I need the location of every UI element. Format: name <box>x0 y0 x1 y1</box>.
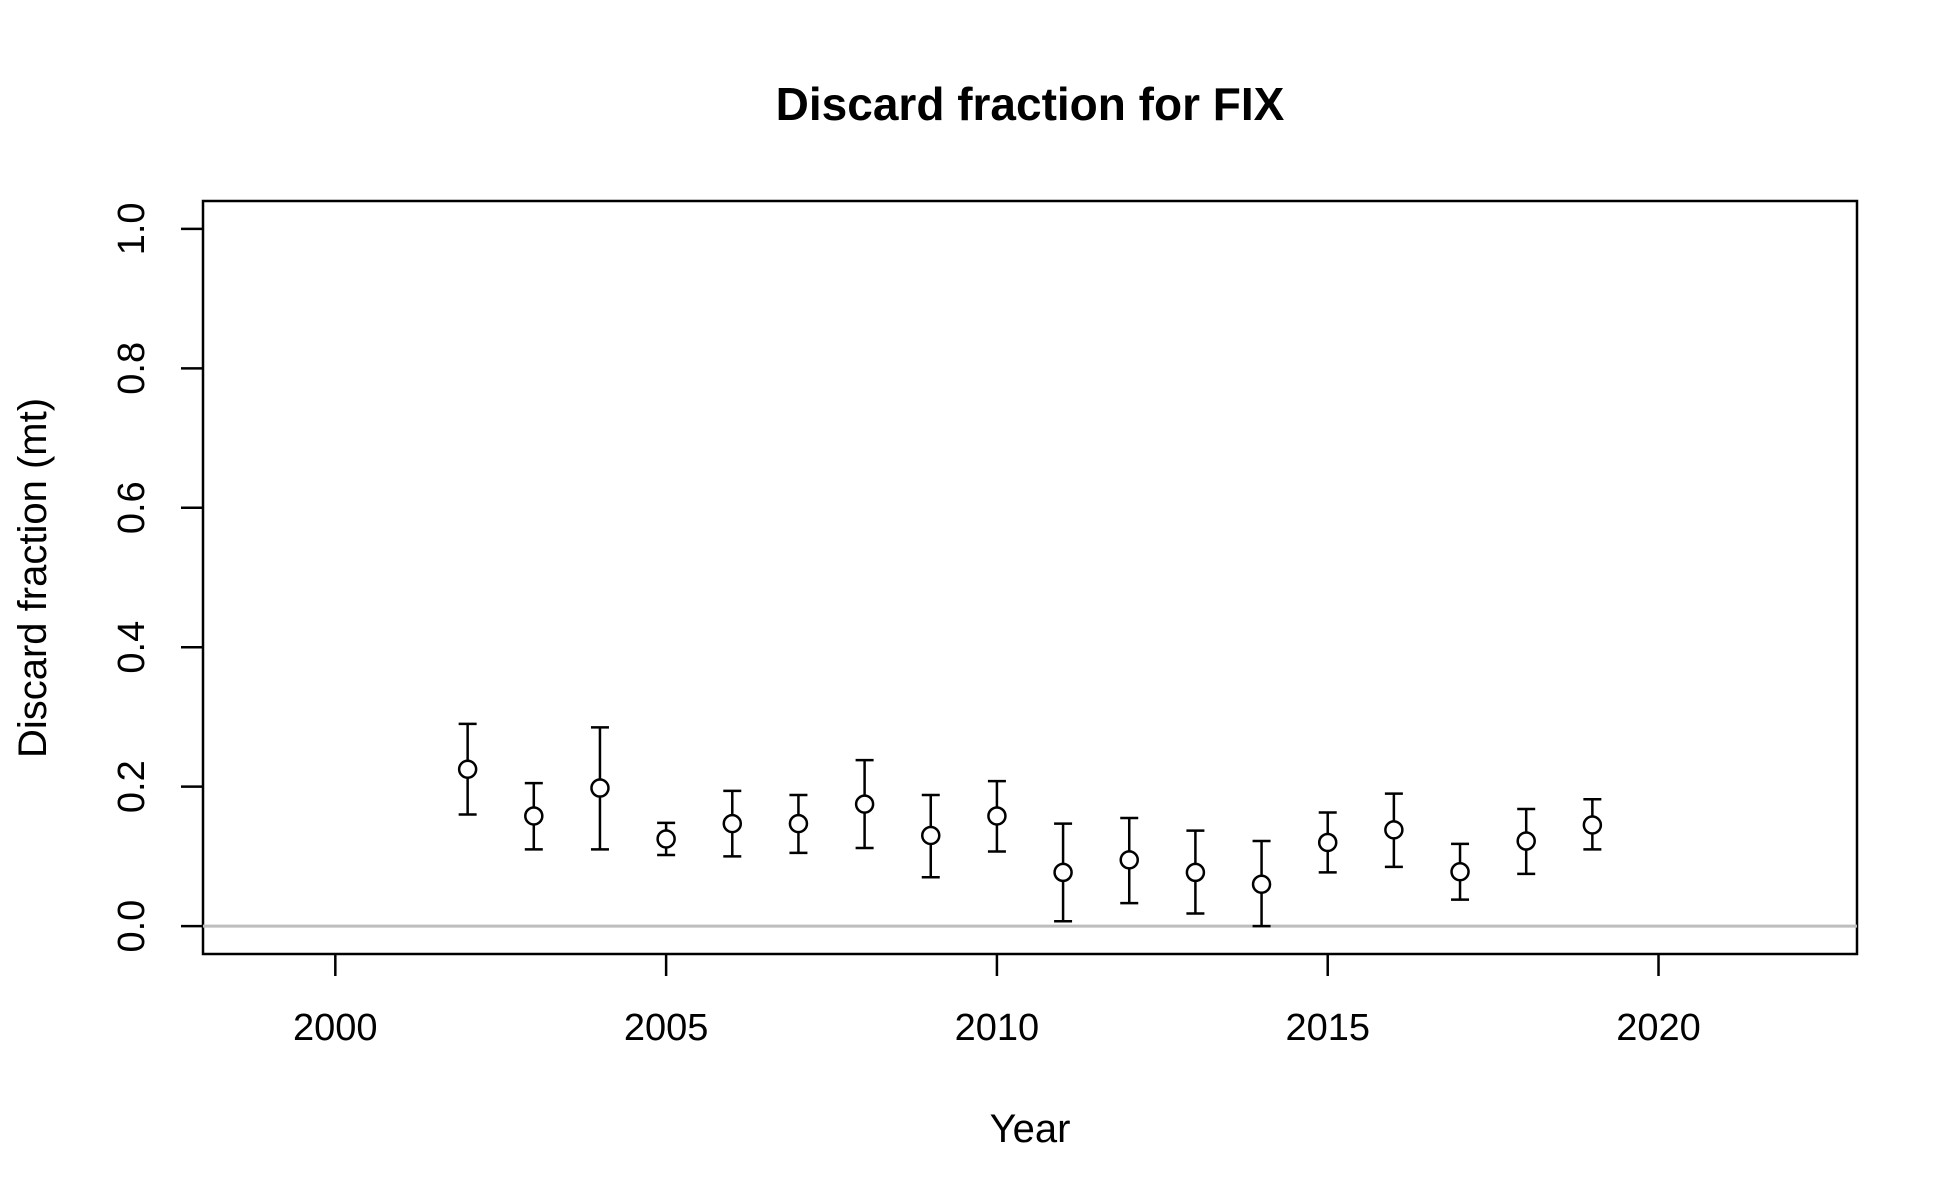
data-point <box>656 829 676 849</box>
x-tick-label: 2000 <box>293 1007 378 1049</box>
data-point <box>1251 874 1272 895</box>
y-tick-label: 1.0 <box>111 202 153 255</box>
data-point <box>1185 862 1206 883</box>
chart-title: Discard fraction for FIX <box>776 78 1285 130</box>
y-tick-label: 0.0 <box>111 900 153 953</box>
data-point <box>1053 862 1073 883</box>
error-bar-point <box>590 726 610 851</box>
x-axis-label: Year <box>990 1107 1071 1151</box>
data-point <box>921 825 941 846</box>
data-point <box>590 778 610 798</box>
error-bar-point <box>987 779 1007 853</box>
error-bar-point <box>524 781 544 851</box>
x-tick-label: 2020 <box>1616 1007 1701 1049</box>
error-bar-point <box>1516 807 1536 876</box>
data-point <box>987 806 1007 826</box>
data-point <box>1582 815 1603 835</box>
data-point <box>722 813 743 834</box>
x-tick-label: 2015 <box>1285 1007 1370 1049</box>
error-bar-point <box>1053 822 1073 923</box>
error-bar-point <box>1317 811 1338 874</box>
y-tick-label: 0.2 <box>111 760 153 813</box>
error-bar-point <box>854 758 875 850</box>
error-bar-point <box>656 821 676 857</box>
y-tick-label: 0.6 <box>111 481 153 534</box>
error-bar-point <box>788 793 809 855</box>
data-point <box>524 806 544 826</box>
data-point <box>788 813 809 834</box>
error-bar-point <box>1450 842 1470 901</box>
x-axis: 2000 2005 2010 2015 2020 <box>293 954 1701 1049</box>
data-point <box>1384 820 1404 840</box>
y-tick-label: 0.4 <box>111 621 153 674</box>
y-axis: 0.0 0.2 0.4 0.6 0.8 1.0 <box>111 202 203 953</box>
error-bar-point <box>1251 839 1272 928</box>
error-bar-point <box>1119 816 1139 905</box>
x-tick-label: 2010 <box>955 1007 1040 1049</box>
data-point <box>1317 832 1338 853</box>
error-bar-point <box>457 722 478 816</box>
x-tick-label: 2005 <box>624 1007 709 1049</box>
y-axis-label: Discard fraction (mt) <box>11 398 55 758</box>
plot-frame <box>201 199 1859 956</box>
error-bar-point <box>1185 829 1206 915</box>
error-bar-point <box>1582 797 1603 851</box>
error-bar-point <box>722 789 743 858</box>
data-point <box>854 794 875 814</box>
error-bar-point <box>921 793 941 879</box>
error-bar-point <box>1384 792 1404 869</box>
data-points <box>457 722 1603 928</box>
data-point <box>1119 850 1139 870</box>
y-tick-label: 0.8 <box>111 342 153 395</box>
data-point <box>1450 861 1470 882</box>
data-point <box>1516 831 1536 851</box>
data-point <box>457 759 478 779</box>
